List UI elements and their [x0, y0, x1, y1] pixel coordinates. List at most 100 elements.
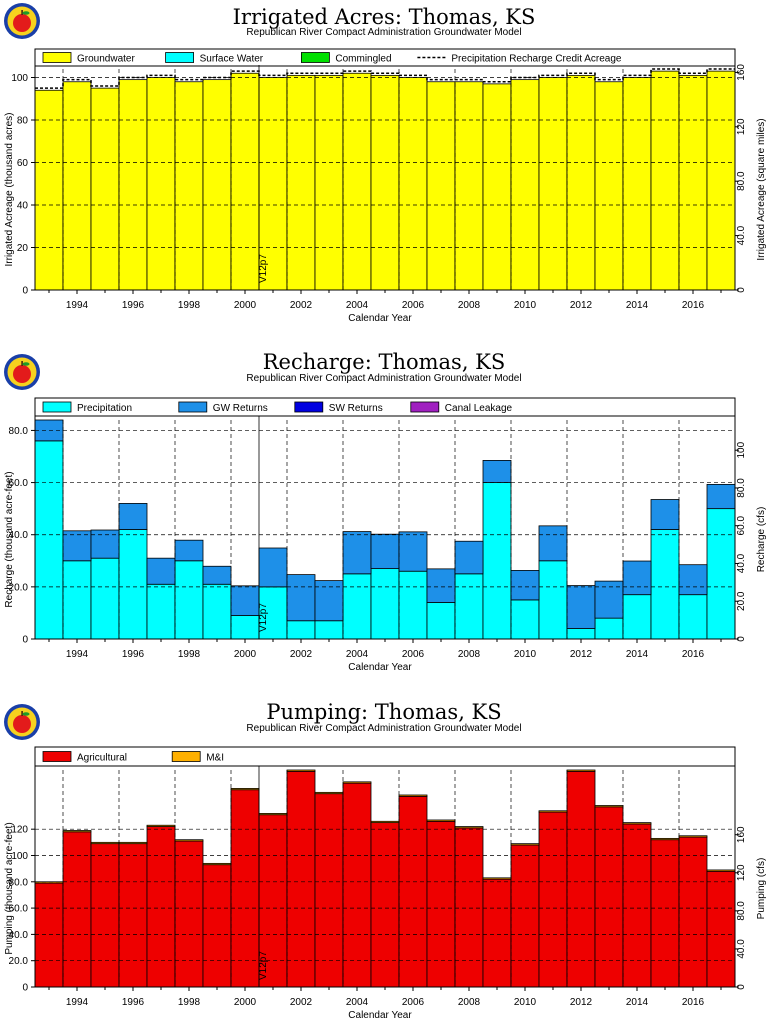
x-tick-label: 2002	[290, 649, 313, 660]
bar-agricultural-2009	[482, 878, 512, 988]
y-right-tick-label: 0	[736, 984, 747, 990]
bar-agricultural-2013	[594, 806, 624, 988]
bar-agricultural-1996	[118, 843, 148, 988]
x-tick-label: 1994	[66, 997, 89, 1008]
x-tick-label: 1996	[122, 997, 145, 1008]
legend-label: M&I	[206, 753, 224, 764]
bar-gw-returns-2012	[566, 585, 596, 629]
x-tick-label: 2002	[290, 300, 313, 311]
x-tick-label: 2012	[570, 300, 593, 311]
bar-m-i-2009	[482, 877, 512, 880]
bar-groundwater-2003	[314, 74, 344, 291]
bar-groundwater-2009	[482, 83, 512, 291]
bar-m-i-2000	[230, 788, 260, 791]
bar-agricultural-2005	[370, 822, 400, 988]
chart-title: Irrigated Acres: Thomas, KS	[232, 5, 536, 29]
bar-m-i-2011	[538, 810, 568, 813]
x-tick-label: 2008	[458, 997, 481, 1008]
y-tick-label: 40.0	[9, 530, 29, 541]
x-tick-label: 2008	[458, 649, 481, 660]
bar-agricultural-2014	[622, 823, 652, 988]
y-right-tick-label: 100	[736, 441, 747, 458]
bar-groundwater-2012	[566, 74, 596, 291]
bar-precipitation-1993	[34, 440, 64, 640]
y-tick-label: 40	[17, 201, 29, 212]
bar-m-i-2015	[650, 837, 680, 841]
y-right-tick-label: 40.0	[736, 225, 747, 245]
bar-agricultural-1999	[202, 864, 232, 988]
bar-agricultural-1993	[34, 882, 64, 988]
legend-box	[34, 397, 736, 417]
bar-groundwater-1993	[34, 89, 64, 291]
bar-groundwater-2016	[678, 74, 708, 291]
x-tick-label: 2006	[402, 649, 425, 660]
bar-groundwater-2007	[426, 81, 456, 291]
x-tick-label: 1994	[66, 649, 89, 660]
legend-label: Canal Leakage	[445, 403, 513, 414]
bar-gw-returns-2009	[482, 460, 512, 483]
x-tick-label: 2008	[458, 300, 481, 311]
bar-gw-returns-2017	[706, 483, 736, 510]
chart-subtitle: Republican River Compact Administration …	[246, 27, 522, 38]
y-right-tick-label: 20.0	[736, 591, 747, 611]
chart-subtitle: Republican River Compact Administration …	[246, 373, 522, 384]
recharge-panel: Recharge: Thomas, KS Republican River Co…	[0, 345, 768, 680]
bar-precipitation-2015	[650, 529, 680, 640]
bar-m-i-2003	[314, 791, 344, 795]
bar-precipitation-2014	[622, 594, 652, 640]
bar-agricultural-2017	[706, 870, 736, 988]
bar-agricultural-2015	[650, 839, 680, 988]
bar-gw-returns-1994	[62, 530, 92, 562]
x-tick-label: 2006	[402, 300, 425, 311]
x-axis-label: Calendar Year	[348, 662, 412, 673]
bar-groundwater-2002	[286, 74, 316, 291]
legend-swatch	[171, 751, 201, 762]
bar-m-i-2006	[398, 794, 428, 797]
bar-groundwater-2008	[454, 81, 484, 291]
bar-m-i-1995	[90, 841, 120, 845]
chart-subtitle: Republican River Compact Administration …	[246, 723, 522, 734]
pumping-chart: 0 20.0 40.0 60.0 80.0 100 120 0 40.0 80.0 120 160 19…	[4, 746, 767, 1021]
bar-groundwater-2010	[510, 79, 540, 291]
bar-agricultural-2012	[566, 770, 596, 988]
bar-precipitation-2009	[482, 482, 512, 640]
x-tick-label: 1998	[178, 649, 201, 660]
bar-gw-returns-2014	[622, 560, 652, 596]
y-tick-label: 0	[22, 635, 28, 646]
y-right-tick-label: 80.0	[736, 478, 747, 498]
x-axis-label: Calendar Year	[348, 313, 412, 324]
apple-seal-icon	[4, 3, 40, 39]
legend-label: Precipitation	[77, 403, 132, 414]
bar-agricultural-1994	[62, 831, 92, 988]
legend-label: Precipitation Recharge Credit Acreage	[451, 54, 622, 65]
bar-m-i-2007	[426, 819, 456, 822]
x-tick-label: 2004	[346, 649, 369, 660]
y-right-tick-label: 120	[736, 864, 747, 881]
bar-m-i-2004	[342, 781, 372, 784]
y-right-tick-label: 60.0	[736, 516, 747, 536]
bar-groundwater-1996	[118, 79, 148, 291]
y-right-tick-label: 120	[736, 118, 747, 135]
bar-precipitation-2011	[538, 560, 568, 640]
bar-m-i-2008	[454, 826, 484, 829]
bar-groundwater-2014	[622, 77, 652, 291]
bar-gw-returns-2015	[650, 499, 680, 530]
bar-gw-returns-2002	[286, 574, 316, 622]
legend-label: Groundwater	[77, 54, 135, 65]
x-tick-label: 2004	[346, 997, 369, 1008]
y-tick-label: 60.0	[9, 478, 29, 489]
bar-gw-returns-1997	[146, 557, 176, 585]
x-tick-label: 1998	[178, 997, 201, 1008]
legend-label: Agricultural	[77, 753, 127, 764]
y-tick-label: 20	[17, 243, 29, 254]
x-tick-label: 2014	[626, 997, 649, 1008]
x-tick-label: 1996	[122, 649, 145, 660]
bar-precipitation-2002	[286, 620, 316, 640]
y-right-tick-label: 0	[736, 636, 747, 642]
bar-precipitation-2017	[706, 508, 736, 640]
bar-groundwater-1994	[62, 81, 92, 291]
bar-m-i-2014	[622, 822, 652, 825]
bar-agricultural-1997	[146, 826, 176, 988]
bar-precipitation-1996	[118, 529, 148, 640]
bar-m-i-1996	[118, 841, 148, 845]
